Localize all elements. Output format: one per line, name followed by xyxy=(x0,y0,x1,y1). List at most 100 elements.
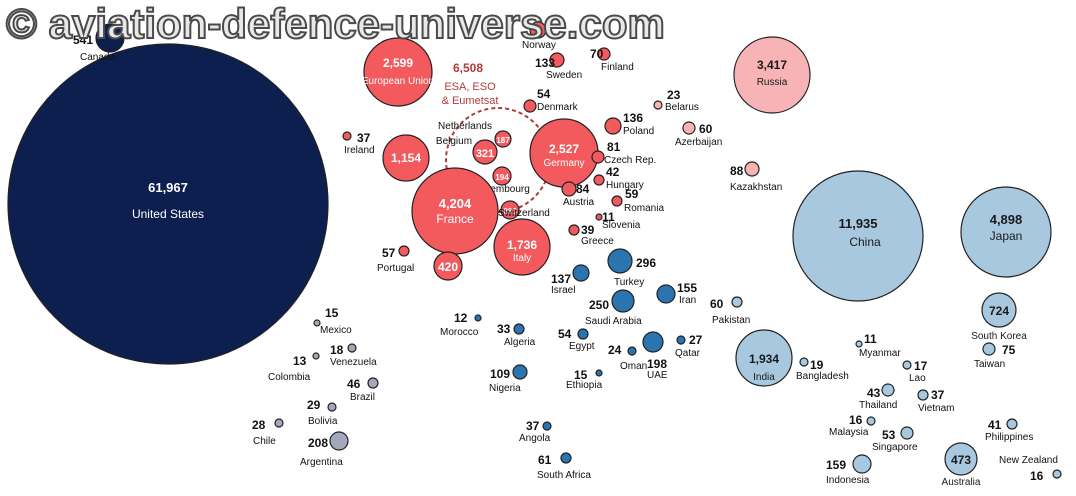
country-label-netherlands: Netherlands xyxy=(438,121,492,132)
value-label-lao: 17 xyxy=(914,359,928,373)
country-label-ethiopia: Ethiopia xyxy=(566,380,603,391)
country-label-norway: Norway xyxy=(522,40,556,51)
bubble-brazil xyxy=(367,377,379,389)
value-label-venezuela: 18 xyxy=(330,343,344,357)
country-label-qatar: Qatar xyxy=(675,348,701,359)
value-label-malaysia: 16 xyxy=(849,413,863,427)
country-label-poland: Poland xyxy=(623,126,654,137)
bubble-australia xyxy=(944,442,978,476)
value-label-south-korea: 724 xyxy=(989,304,1009,318)
country-label-germany: Germany xyxy=(543,158,584,169)
bubble-canada xyxy=(95,23,125,53)
value-label-portugal: 57 xyxy=(382,246,396,260)
bubble-poland xyxy=(604,117,622,135)
country-label-argentina: Argentina xyxy=(300,457,343,468)
value-label-czech-rep: 81 xyxy=(607,140,621,154)
value-label-chile: 28 xyxy=(252,418,266,432)
bubble-russia xyxy=(733,36,811,114)
bubble-malaysia xyxy=(866,416,876,426)
value-label-indonesia: 159 xyxy=(826,458,846,472)
country-label-saudi-arabia: Saudi Arabia xyxy=(585,316,642,327)
bubble-bolivia xyxy=(327,402,337,412)
bubble-uae xyxy=(642,331,664,353)
country-label-south-africa: South Africa xyxy=(537,470,591,481)
value-label-south-africa: 61 xyxy=(538,453,552,467)
bubble-italy xyxy=(493,218,551,276)
value-label-spain: 420 xyxy=(438,260,458,274)
value-label-sweden: 133 xyxy=(535,56,555,70)
value-label-mexico: 15 xyxy=(325,306,339,320)
country-label-turkey: Turkey xyxy=(614,277,644,288)
country-label-italy: Italy xyxy=(513,253,531,264)
country-label-malaysia: Malaysia xyxy=(829,427,869,438)
country-label-mexico: Mexico xyxy=(320,325,352,336)
bubble-pakistan xyxy=(731,296,743,308)
value-label-japan: 4,898 xyxy=(990,212,1023,227)
bubble-romania xyxy=(611,195,623,207)
country-label-czech-rep: Czech Rep. xyxy=(604,155,656,166)
country-label-israel: Israel xyxy=(551,285,575,296)
bubble-belarus xyxy=(653,100,663,110)
annotation-line1: ESA, ESO xyxy=(444,81,496,93)
country-label-france: France xyxy=(436,212,474,226)
bubble-mexico xyxy=(313,319,321,327)
country-label-india: India xyxy=(753,372,775,383)
value-label-india: 1,934 xyxy=(749,352,779,366)
value-label-france: 4,204 xyxy=(439,196,472,211)
country-label-egypt: Egypt xyxy=(569,341,595,352)
bubble-myanmar xyxy=(855,340,863,348)
bubble-ethiopia xyxy=(595,369,603,377)
watermark: © aviation-defence-universe.com xyxy=(5,0,666,48)
bubble-india xyxy=(735,329,793,387)
country-label-pakistan: Pakistan xyxy=(712,315,750,326)
country-label-lao: Lao xyxy=(909,373,926,384)
value-label-italy: 1,736 xyxy=(507,238,537,252)
value-label-singapore: 53 xyxy=(882,428,896,442)
value-label-poland: 136 xyxy=(623,111,643,125)
value-label-germany: 2,527 xyxy=(549,142,579,156)
country-label-venezuela: Venezuela xyxy=(330,357,377,368)
bubble-united-states xyxy=(7,43,329,365)
country-label-nigeria: Nigeria xyxy=(489,383,521,394)
bubble-singapore xyxy=(900,426,914,440)
bubble-bangladesh xyxy=(799,357,809,367)
bubble-japan xyxy=(960,186,1052,278)
value-label-bolivia: 29 xyxy=(307,398,321,412)
bubble-france xyxy=(411,167,499,255)
country-label-colombia: Colombia xyxy=(268,372,311,383)
country-label-portugal: Portugal xyxy=(377,263,414,274)
country-label-hungary: Hungary xyxy=(606,180,644,191)
value-label-netherlands: 187 xyxy=(496,136,510,145)
value-label-ethiopia: 15 xyxy=(574,368,588,382)
bubble-spain xyxy=(433,251,463,281)
bubble-belgium xyxy=(472,139,498,165)
bubble-nigeria xyxy=(512,364,528,380)
bubble-morocco xyxy=(474,314,482,322)
country-label-thailand: Thailand xyxy=(859,400,897,411)
bubble-denmark xyxy=(523,99,537,113)
bubble-angola xyxy=(542,421,552,431)
value-label-ireland: 37 xyxy=(357,131,371,145)
value-label-colombia: 13 xyxy=(293,354,307,368)
bubble-sweden xyxy=(549,52,565,68)
country-label-new-zealand: New Zealand xyxy=(999,455,1058,466)
value-label-european-union: 2,599 xyxy=(383,56,413,70)
value-label-russia: 3,417 xyxy=(757,58,787,72)
bubble-netherlands xyxy=(494,130,512,148)
annotation-line2: & Eumetsat xyxy=(442,95,499,107)
value-label-brazil: 46 xyxy=(347,377,361,391)
value-label-nigeria: 109 xyxy=(490,367,510,381)
value-label-saudi-arabia: 250 xyxy=(589,298,609,312)
value-label-philippines: 41 xyxy=(988,418,1002,432)
country-label-brazil: Brazil xyxy=(350,392,375,403)
country-label-finland: Finland xyxy=(601,62,634,73)
bubble-luxembourg xyxy=(492,166,512,186)
bubble-european-union xyxy=(363,37,433,107)
country-label-azerbaijan: Azerbaijan xyxy=(675,137,722,148)
country-label-taiwan: Taiwan xyxy=(974,359,1005,370)
value-label-hungary: 42 xyxy=(606,165,620,179)
bubble-south-korea xyxy=(981,292,1017,328)
country-label-united-states: United States xyxy=(132,207,204,221)
bubble-portugal xyxy=(398,245,410,257)
